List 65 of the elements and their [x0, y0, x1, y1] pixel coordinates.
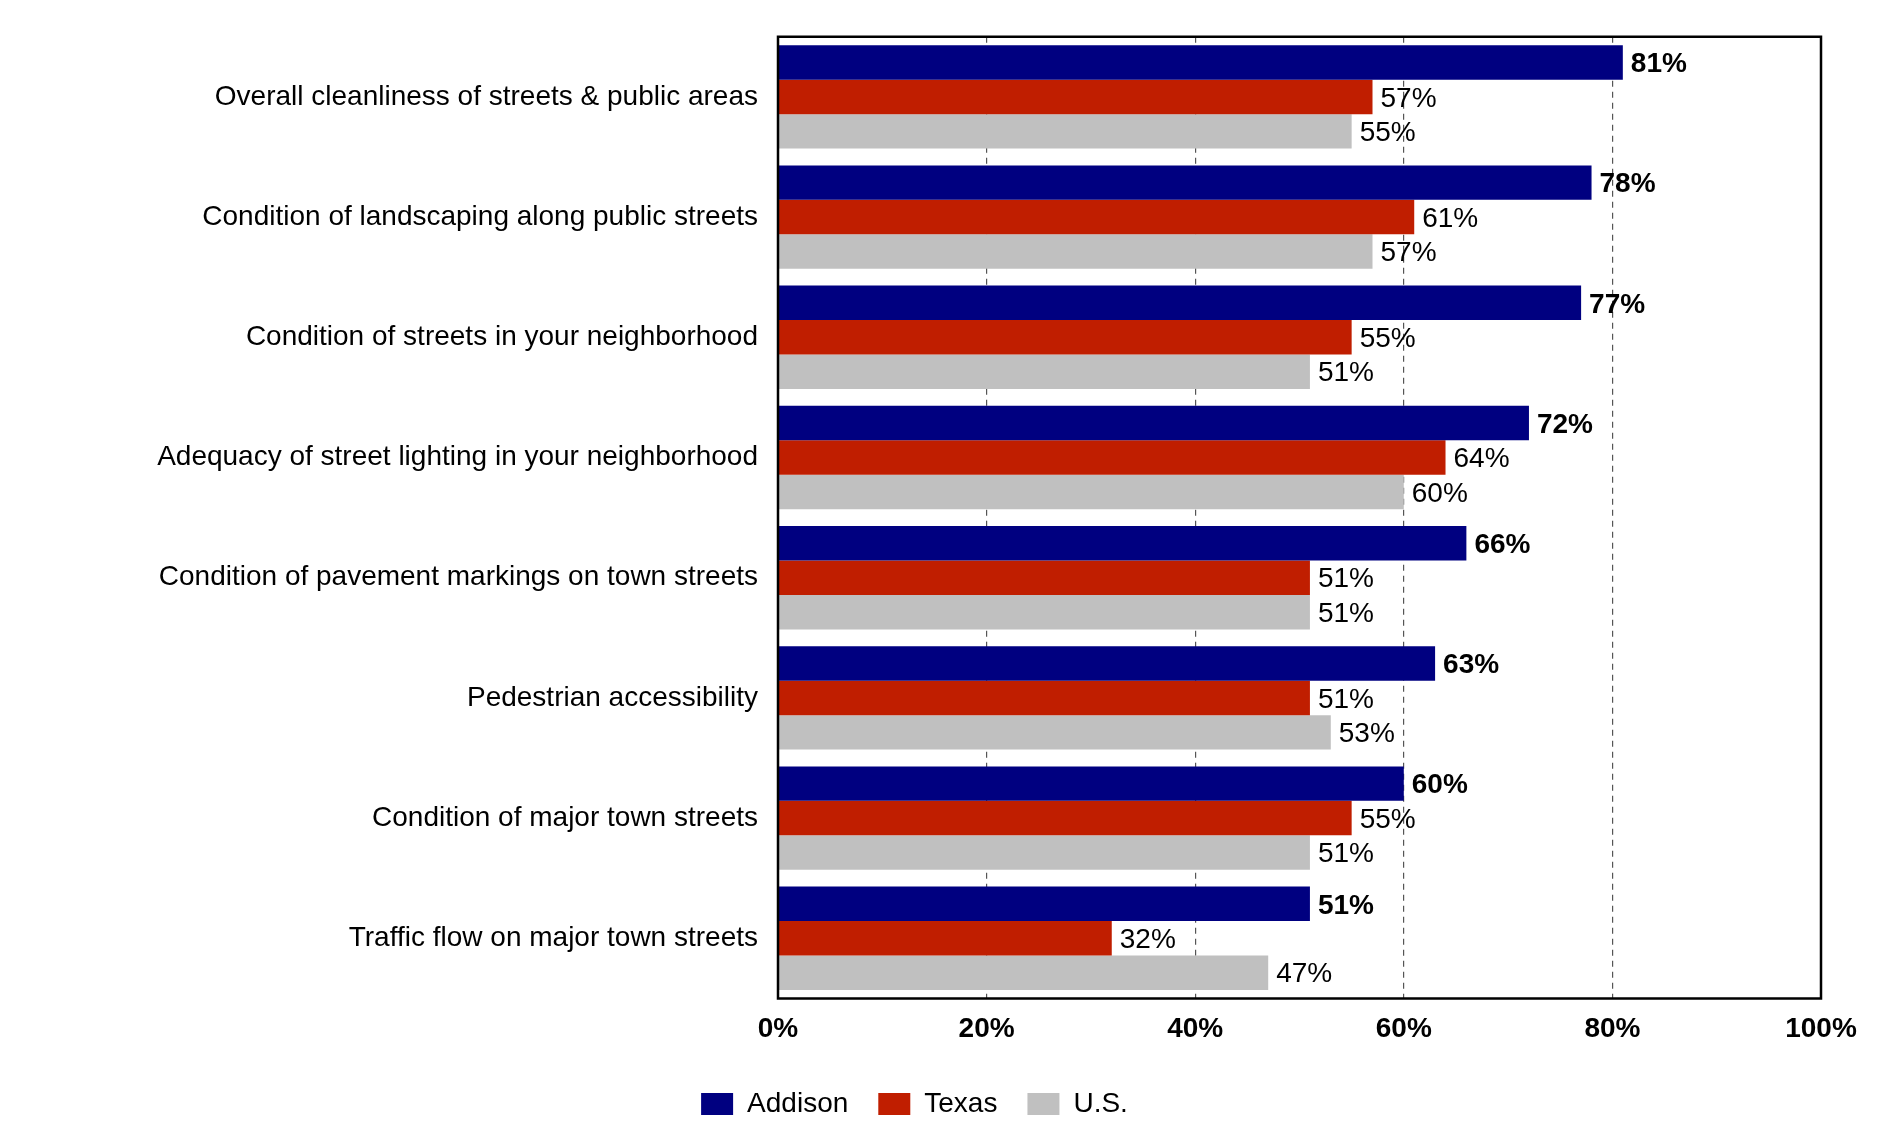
- data-label: 51%: [1317, 888, 1375, 920]
- data-label: 55%: [1359, 322, 1416, 354]
- bar: [778, 320, 1352, 355]
- bar: [778, 45, 1623, 80]
- bar: [778, 680, 1310, 716]
- data-label: 72%: [1536, 407, 1594, 439]
- data-label: 32%: [1119, 923, 1176, 955]
- bar: [778, 79, 1373, 115]
- data-label: 51%: [1317, 837, 1374, 869]
- bar: [778, 955, 1269, 990]
- y-tick-label: Overall cleanliness of streets & public areas: [214, 79, 758, 111]
- bar: [778, 474, 1404, 510]
- data-label: 57%: [1380, 236, 1437, 268]
- bar: [778, 921, 1112, 956]
- data-label: 51%: [1317, 596, 1374, 628]
- bar: [778, 526, 1467, 561]
- x-tick-label: 100%: [1785, 1011, 1857, 1043]
- bar: [778, 800, 1352, 836]
- data-label: 61%: [1422, 201, 1479, 233]
- legend-label: U.S.: [1073, 1086, 1128, 1118]
- y-tick-label: Condition of major town streets: [372, 800, 758, 832]
- bar: [778, 766, 1404, 801]
- bar: [778, 886, 1310, 922]
- data-label: 64%: [1453, 442, 1510, 474]
- x-tick-label: 40%: [1167, 1011, 1224, 1043]
- data-label: 55%: [1359, 802, 1416, 834]
- y-tick-label: Condition of pavement markings on town streets: [158, 560, 758, 592]
- x-tick-label: 60%: [1375, 1011, 1432, 1043]
- y-tick-label: Adequacy of street lighting in your neighborhood: [157, 440, 758, 472]
- bar: [778, 285, 1582, 321]
- data-label: 51%: [1317, 562, 1374, 594]
- y-tick-label: Condition of landscaping along public streets: [202, 199, 758, 231]
- data-label: 63%: [1443, 648, 1500, 680]
- bar: [778, 835, 1310, 870]
- bar: [778, 405, 1529, 441]
- bar: [778, 165, 1592, 200]
- bar: [778, 560, 1310, 595]
- legend-label: Texas: [924, 1086, 998, 1118]
- data-label: 77%: [1589, 287, 1646, 319]
- y-tick-label: Traffic flow on major town streets: [348, 921, 758, 953]
- bar: [778, 715, 1331, 750]
- x-tick-label: 80%: [1584, 1011, 1641, 1043]
- bar: [778, 234, 1373, 269]
- y-tick-label: Pedestrian accessibility: [466, 680, 758, 712]
- data-label: 78%: [1599, 167, 1656, 199]
- data-label: 57%: [1380, 81, 1437, 113]
- data-label: 81%: [1630, 47, 1687, 79]
- data-label: 55%: [1359, 116, 1416, 148]
- bar: [778, 114, 1352, 149]
- bar: [778, 646, 1436, 681]
- data-label: 51%: [1317, 356, 1374, 388]
- bar: [778, 354, 1310, 389]
- bar: [778, 594, 1310, 630]
- legend-label: Addison: [747, 1086, 849, 1118]
- data-label: 47%: [1276, 957, 1333, 989]
- x-tick-label: 20%: [958, 1011, 1015, 1043]
- y-tick-label: Condition of streets in your neighborhood: [245, 320, 758, 352]
- data-label: 53%: [1338, 717, 1395, 749]
- bar: [778, 440, 1446, 475]
- data-label: 51%: [1317, 682, 1374, 714]
- x-tick-label: 0%: [757, 1011, 799, 1043]
- bar: [778, 199, 1415, 235]
- data-label: 60%: [1411, 476, 1468, 508]
- data-label: 66%: [1474, 527, 1531, 559]
- data-label: 60%: [1411, 768, 1468, 800]
